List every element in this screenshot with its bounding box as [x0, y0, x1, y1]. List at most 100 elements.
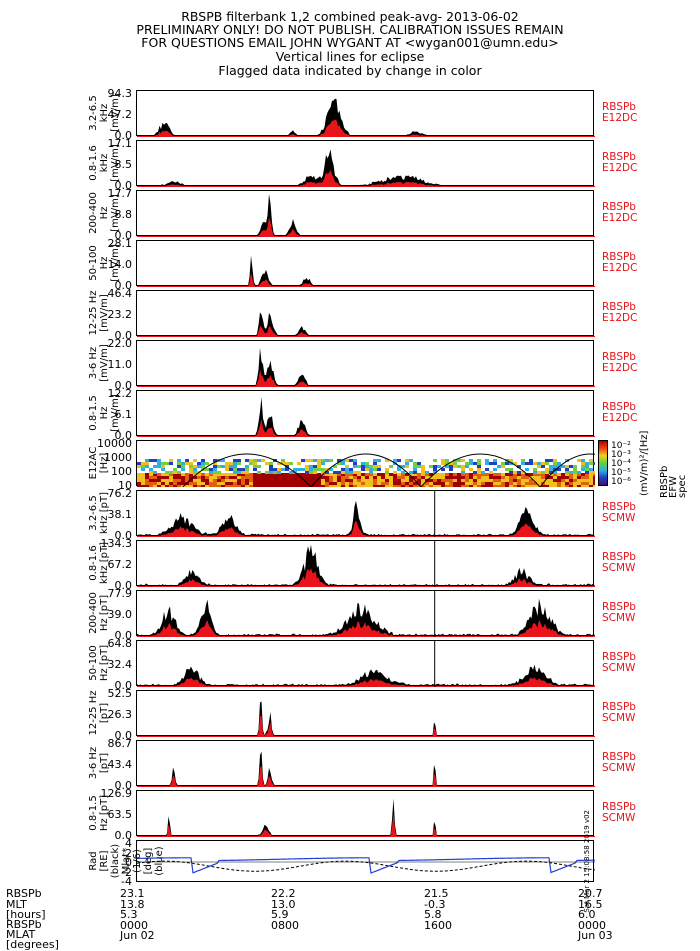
avg-series: [137, 520, 595, 537]
spectrogram-cell: [473, 462, 477, 465]
spectrogram-cell: [585, 468, 589, 471]
panel-frame: [136, 440, 595, 487]
spectrogram-cell: [253, 482, 257, 485]
spectrogram-cell: [465, 462, 469, 465]
spectrogram-cell: [221, 482, 225, 485]
spectrogram-cell: [345, 476, 349, 479]
spectrogram-cell: [421, 468, 425, 471]
spectrogram-cell: [273, 471, 277, 474]
spectrogram-cell: [489, 479, 493, 482]
spectrogram-cell: [513, 479, 517, 482]
y-tick-label: 86.7: [107, 737, 133, 750]
spectrogram-cell: [485, 479, 489, 482]
spectrogram-cell: [369, 476, 373, 479]
spectrogram-cell: [325, 482, 329, 485]
panel-plot: [137, 701, 595, 737]
spectrogram-cell: [501, 462, 505, 465]
spectrogram-cell: [501, 476, 505, 479]
spectrogram-cell: [385, 485, 389, 487]
spectrogram-cell: [469, 476, 473, 479]
spectrogram-cell: [525, 462, 529, 465]
spectrogram-cell: [261, 476, 265, 479]
spectrogram-cell: [469, 473, 473, 476]
spectrogram-cell: [537, 473, 541, 476]
spectrogram-cell: [457, 479, 461, 482]
spectrogram-cell: [253, 485, 257, 487]
spectrogram-cell: [517, 485, 521, 487]
spectrogram-cell: [193, 465, 197, 468]
spectrogram-cell: [253, 473, 257, 476]
spectrogram-cell: [205, 476, 209, 479]
spectrogram-cell: [169, 471, 173, 474]
avg-series: [137, 676, 595, 687]
spectrogram-cell: [589, 476, 593, 479]
spectrogram-cell: [365, 468, 369, 471]
spectrogram-cell: [465, 482, 469, 485]
y-tick-label: 17.1: [107, 137, 133, 150]
spectrogram-cell: [165, 485, 169, 487]
spectrogram-cell: [581, 459, 585, 462]
spectrogram-cell: [237, 462, 241, 465]
spectrogram-cell: [409, 459, 413, 462]
spectrogram-cell: [333, 476, 337, 479]
spectrogram-cell: [249, 476, 253, 479]
spectrogram-cell: [149, 476, 153, 479]
spectrogram-cell: [325, 471, 329, 474]
spectrogram-cell: [329, 476, 333, 479]
colorbar-tick: 10⁻²: [611, 441, 631, 451]
spectrogram-cell: [273, 485, 277, 487]
spectrogram-cell: [209, 476, 213, 479]
spectrogram-cell: [209, 482, 213, 485]
peak-series: [137, 255, 595, 287]
spectrogram-cell: [373, 482, 377, 485]
spectrogram-cell: [493, 468, 497, 471]
y-tick-label: 0.0: [114, 579, 133, 592]
spectrogram-cell: [197, 476, 201, 479]
spectrogram-cell: [145, 465, 149, 468]
spectrogram-cell: [309, 471, 313, 474]
spectrogram-cell: [317, 485, 321, 487]
spectrogram-cell: [153, 482, 157, 485]
panel-plot: [137, 798, 595, 837]
y-tick-label: 39.0: [107, 608, 133, 621]
spectrogram-cell: [581, 468, 585, 471]
spectrogram-cell: [461, 479, 465, 482]
spectrogram-cell: [397, 459, 401, 462]
spectrogram-cell: [369, 473, 373, 476]
spectrogram-cell: [369, 471, 373, 474]
spectrogram-cell: [205, 468, 209, 471]
spectrogram-cell: [233, 462, 237, 465]
spectrogram-cell: [205, 485, 209, 487]
spectrogram-cell: [489, 473, 493, 476]
spectrogram-cell: [549, 476, 553, 479]
y-tick-label: 11.0: [107, 358, 133, 371]
spectrogram-cell: [569, 465, 573, 468]
spectrogram-cell: [233, 485, 237, 487]
spectrogram-cell: [165, 479, 169, 482]
spectrogram-cell: [549, 471, 553, 474]
peak-series: [137, 98, 595, 137]
y-tick-label: 46.4: [107, 287, 133, 300]
title-line-4: Vertical lines for eclipse: [275, 49, 425, 64]
spectrogram-cell: [569, 471, 573, 474]
spectrogram-cell: [493, 476, 497, 479]
spectrogram-cell: [297, 485, 301, 487]
spectrogram-cell: [249, 462, 253, 465]
spectrogram-cell: [349, 471, 353, 474]
spectrogram-cell: [225, 476, 229, 479]
spectrogram-cell: [201, 465, 205, 468]
spectrogram-cell: [281, 476, 285, 479]
spectrogram-cell: [285, 479, 289, 482]
spectrogram-cell: [245, 473, 249, 476]
spectrogram-cell: [561, 485, 565, 487]
spectrogram-cell: [541, 476, 545, 479]
spectrogram-cell: [473, 485, 477, 487]
spectrogram-cell: [305, 465, 309, 468]
spectrogram-cell: [353, 473, 357, 476]
spectrogram-cell: [405, 476, 409, 479]
spectrogram-cell: [509, 468, 513, 471]
spectrogram-cell: [345, 459, 349, 462]
spectrogram-cell: [225, 482, 229, 485]
spectrogram-cell: [357, 476, 361, 479]
spectrogram-cell: [489, 476, 493, 479]
